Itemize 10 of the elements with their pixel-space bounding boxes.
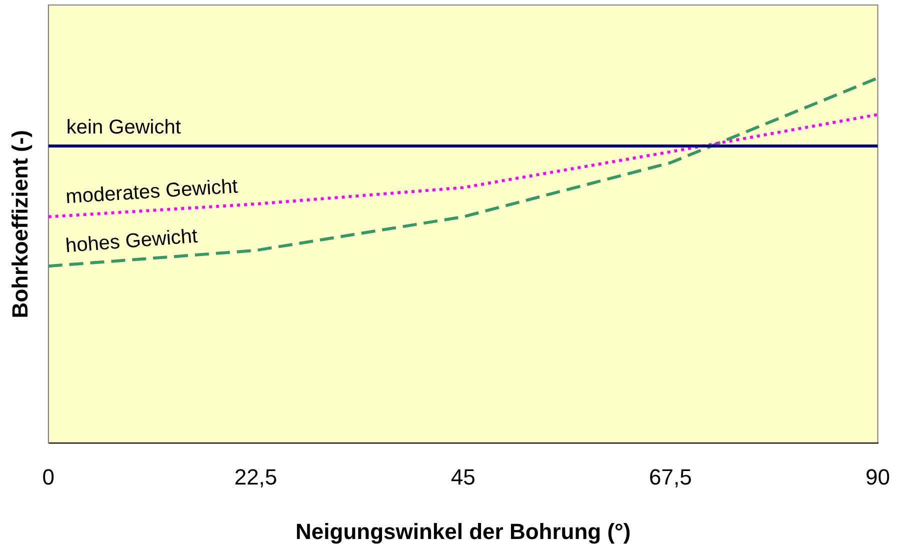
x-tick-label: 0 — [42, 464, 55, 490]
x-tick-label: 67,5 — [649, 464, 692, 490]
x-tick-label: 45 — [450, 464, 476, 490]
x-tick-label: 90 — [866, 464, 890, 490]
series-label: kein Gewicht — [66, 116, 182, 138]
x-axis-title: Neigungswinkel der Bohrung (°) — [296, 518, 631, 544]
series-label: moderates Gewicht — [65, 176, 239, 208]
series-label: hohes Gewicht — [64, 225, 199, 258]
y-axis-title: Bohrkoeffizient (-) — [7, 130, 32, 318]
x-tick-label: 22,5 — [234, 464, 278, 490]
